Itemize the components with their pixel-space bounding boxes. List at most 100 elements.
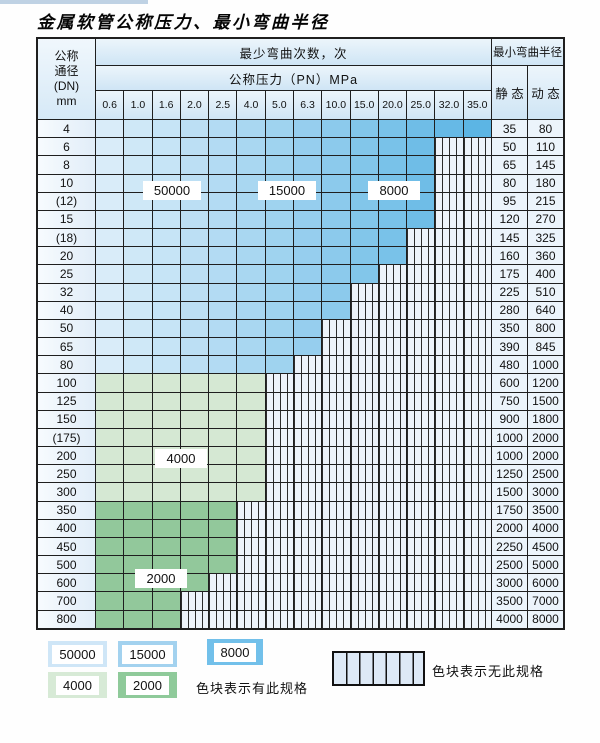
dynamic-radius-value: 2000 — [528, 447, 563, 465]
no-spec-cell — [462, 301, 491, 319]
spec-available-cell — [208, 338, 237, 356]
no-spec-cell — [406, 447, 435, 465]
pressure-column-header: 20.0 — [377, 91, 407, 119]
no-spec-cell — [349, 465, 378, 483]
pressure-column-header: 0.6 — [96, 91, 124, 119]
legend-swatch-4000: 4000 — [48, 672, 107, 698]
spec-available-cell — [96, 537, 124, 556]
scan-edge-strip — [0, 0, 148, 4]
dynamic-radius-value: 1000 — [528, 356, 563, 374]
dn-cell: 50 — [38, 319, 96, 338]
no-spec-cell — [349, 356, 378, 374]
no-spec-cell — [292, 356, 322, 374]
no-spec-cell — [462, 410, 491, 428]
spec-available-cell — [236, 447, 265, 465]
spec-available-cell — [236, 319, 265, 338]
no-spec-cell — [349, 410, 378, 428]
static-radius-value: 145 — [492, 229, 528, 247]
no-spec-cell — [462, 319, 491, 338]
spec-available-cell — [377, 156, 407, 174]
no-spec-cell — [208, 574, 237, 592]
spec-available-cell — [179, 519, 209, 537]
spec-available-cell — [208, 392, 237, 410]
pressure-column-header: 5.0 — [264, 91, 293, 119]
no-spec-cell — [406, 574, 435, 592]
spec-available-cell — [123, 356, 152, 374]
pressure-cells — [96, 319, 492, 338]
pressure-cells — [96, 120, 492, 138]
no-spec-cell — [264, 374, 293, 392]
pressure-column-headers: 0.6 1.0 1.6 2.0 2.5 4.0 5.0 6.3 10.0 15.0 20.0 25.0… — [96, 91, 491, 119]
dn-column-header: 公称 通径 (DN) mm — [38, 39, 96, 119]
table-row: 800 4000 8000 — [38, 609, 563, 628]
spec-available-cell — [208, 447, 237, 465]
no-spec-cell — [377, 319, 407, 338]
no-spec-cell — [377, 537, 407, 556]
dn-cell: 20 — [38, 247, 96, 265]
spec-available-cell — [349, 247, 378, 265]
spec-available-cell — [96, 447, 124, 465]
no-spec-cell — [434, 428, 463, 447]
spec-available-cell — [96, 428, 124, 447]
spec-available-cell — [406, 156, 435, 174]
no-spec-cell — [434, 319, 463, 338]
spec-available-cell — [236, 374, 265, 392]
no-spec-cell — [377, 501, 407, 519]
static-radius-value: 280 — [492, 301, 528, 319]
no-spec-cell — [462, 610, 491, 628]
no-spec-cell — [462, 574, 491, 592]
no-spec-cell — [462, 556, 491, 574]
no-spec-cell — [377, 610, 407, 628]
no-spec-cell — [321, 501, 350, 519]
spec-available-cell — [208, 192, 237, 210]
dynamic-radius-value: 400 — [528, 265, 563, 283]
dynamic-radius-value: 2000 — [528, 428, 563, 447]
spec-available-cell — [349, 156, 378, 174]
spec-available-cell — [123, 247, 152, 265]
table-row: 65 390 845 — [38, 337, 563, 356]
spec-available-cell — [151, 138, 180, 156]
pressure-cells — [96, 283, 492, 301]
no-spec-cell — [377, 374, 407, 392]
spec-available-cell — [96, 174, 124, 192]
no-spec-cell — [349, 592, 378, 610]
spec-available-cell — [377, 120, 407, 138]
dynamic-radius-value: 4500 — [528, 537, 563, 556]
no-spec-cell — [292, 465, 322, 483]
no-spec-cell — [462, 338, 491, 356]
pressure-cells — [96, 537, 492, 556]
spec-available-cell — [96, 120, 124, 138]
table-row: 40 280 640 — [38, 300, 563, 319]
dn-cell: 40 — [38, 301, 96, 319]
spec-available-cell — [151, 610, 180, 628]
no-spec-cell — [434, 301, 463, 319]
spec-available-cell — [349, 229, 378, 247]
no-spec-cell — [321, 592, 350, 610]
spec-available-cell — [264, 120, 293, 138]
spec-available-cell — [236, 465, 265, 483]
spec-available-cell — [264, 319, 293, 338]
spec-available-cell — [292, 265, 322, 283]
table-row: 200 1000 2000 — [38, 446, 563, 465]
no-spec-cell — [321, 374, 350, 392]
static-radius-value: 1000 — [492, 447, 528, 465]
dynamic-radius-value: 215 — [528, 192, 563, 210]
no-spec-cell — [377, 483, 407, 501]
no-spec-cell — [236, 501, 265, 519]
pressure-cells — [96, 229, 492, 247]
spec-available-cell — [96, 265, 124, 283]
no-spec-cell — [434, 556, 463, 574]
spec-available-cell — [321, 120, 350, 138]
spec-available-cell — [208, 501, 237, 519]
no-spec-cell — [406, 483, 435, 501]
dynamic-radius-value: 180 — [528, 174, 563, 192]
no-spec-cell — [377, 519, 407, 537]
no-spec-cell — [434, 610, 463, 628]
spec-available-cell — [179, 229, 209, 247]
spec-available-cell — [434, 120, 463, 138]
no-spec-cell — [462, 537, 491, 556]
no-spec-cell — [406, 356, 435, 374]
no-spec-cell — [208, 610, 237, 628]
no-spec-cell — [236, 556, 265, 574]
no-spec-cell — [434, 210, 463, 229]
